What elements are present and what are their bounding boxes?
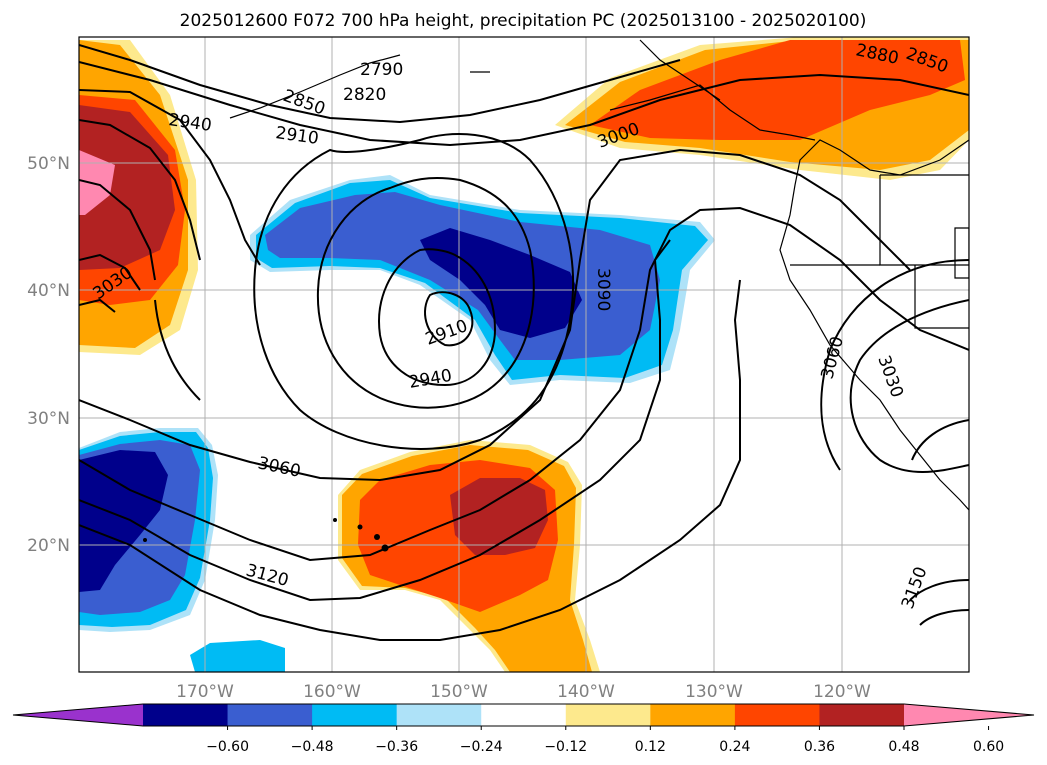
map-frame — [78, 36, 970, 673]
colorbar-tick-label: 0.24 — [719, 739, 750, 755]
contour-label-3090: 3090 — [593, 268, 613, 311]
colorbar-tick-label: −0.12 — [544, 739, 587, 755]
colorbar-segment — [227, 704, 313, 726]
colorbar-outline — [12, 703, 1035, 727]
colorbar-tick-label: 0.60 — [973, 739, 1004, 755]
lat-label-50n: 50°N — [27, 154, 70, 174]
colorbar-segment — [143, 704, 229, 726]
lon-label-150w: 150°W — [430, 682, 488, 702]
sw-anomaly-neg-4 — [79, 450, 168, 592]
s-anomaly-neg-small — [190, 640, 285, 672]
south-anomaly-pos-4 — [450, 478, 548, 555]
lon-label-140w: 140°W — [557, 682, 615, 702]
height-contours — [79, 44, 969, 641]
lon-label-170w: 170°W — [176, 682, 234, 702]
colorbar-segment — [312, 704, 398, 726]
colorbar-tick-label: 0.36 — [804, 739, 835, 755]
lon-label-130w: 130°W — [685, 682, 743, 702]
lon-label-120w: 120°W — [813, 682, 871, 702]
colorbar-segment — [396, 704, 482, 726]
colorbar-tick-label: −0.36 — [375, 739, 418, 755]
graticule — [79, 37, 969, 672]
colorbar-segments — [12, 703, 1035, 727]
ne-anomaly-pos-3 — [590, 40, 965, 140]
colorbar-tick-label: 0.48 — [888, 739, 919, 755]
colorbar-tick-label: 0.12 — [635, 739, 666, 755]
contour-label-2790: 2790 — [360, 60, 403, 80]
colorbar-segment — [565, 704, 651, 726]
west-anomaly-pos-4 — [79, 105, 175, 270]
lon-label-160w: 160°W — [303, 682, 361, 702]
colorbar-tick-label: −0.24 — [460, 739, 503, 755]
central-anomaly-neg-4 — [420, 228, 582, 338]
colorbar-tick-label: −0.48 — [291, 739, 334, 755]
colorbar-ticks: −0.60 −0.48 −0.36 −0.24 −0.12 0.12 0.24 0.36 0.4… — [206, 726, 1004, 755]
colorbar-segment — [734, 704, 820, 726]
colorbar-segment — [819, 704, 905, 726]
map-panel: 2790 2820 2850 2850 2880 2910 2910 2940 … — [27, 36, 970, 702]
colorbar-segment — [481, 704, 567, 726]
lat-label-20n: 20°N — [27, 536, 70, 556]
contour-label-2820: 2820 — [343, 85, 386, 105]
lon-labels: 170°W 160°W 150°W 140°W 130°W 120°W — [176, 682, 871, 702]
colorbar-extend-min — [13, 704, 143, 726]
lat-label-40n: 40°N — [27, 281, 70, 301]
lat-label-30n: 30°N — [27, 409, 70, 429]
west-anomaly-pos-5 — [79, 150, 115, 215]
colorbar-tick-label: −0.60 — [206, 739, 249, 755]
figure-title: 2025012600 F072 700 hPa height, precipit… — [180, 11, 867, 31]
colorbar-segment — [650, 704, 736, 726]
precip-shading: 2790 2820 2850 2850 2880 2910 2910 2940 … — [79, 37, 969, 672]
colorbar: −0.60 −0.48 −0.36 −0.24 −0.12 0.12 0.24 0.36 0.4… — [12, 703, 1035, 755]
colorbar-extend-max — [904, 704, 1034, 726]
lat-labels: 50°N 40°N 30°N 20°N — [27, 154, 70, 556]
